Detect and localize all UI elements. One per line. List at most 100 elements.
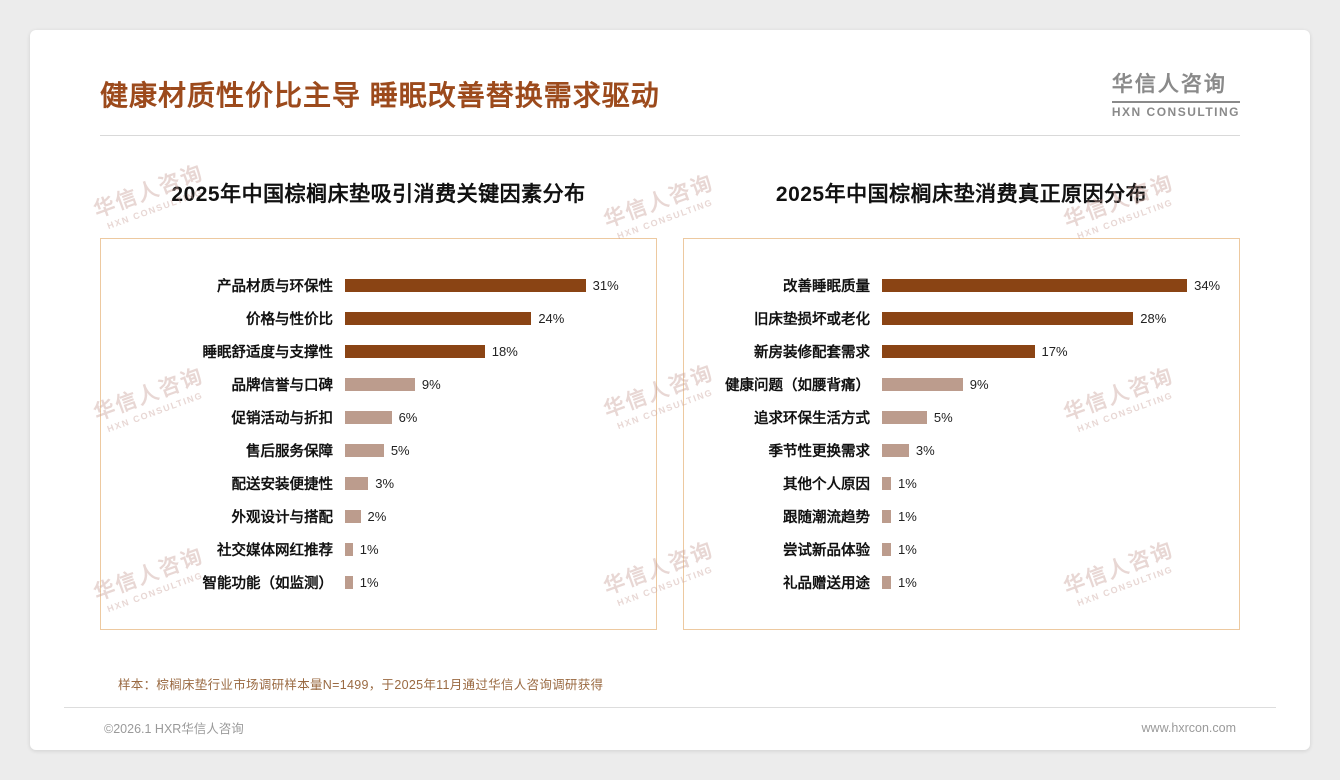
- bar-track: 6%: [345, 410, 640, 425]
- bar-value: 6%: [398, 410, 418, 425]
- page-title: 健康材质性价比主导 睡眠改善替换需求驱动: [100, 80, 660, 111]
- bar-label: 售后服务保障: [246, 444, 333, 460]
- website-link[interactable]: www.hxrcon.com: [1141, 720, 1236, 735]
- bar: [882, 510, 891, 523]
- bar-row: 健康问题（如腰背痛） 9%: [700, 368, 1223, 401]
- title-divider: [100, 135, 1240, 136]
- bar-track: 9%: [882, 377, 1223, 392]
- bar: [882, 378, 963, 391]
- bar: [345, 477, 369, 490]
- bar-label: 健康问题（如腰背痛）: [725, 378, 870, 394]
- bar-label: 新房装修配套需求: [754, 345, 870, 361]
- bar-label: 跟随潮流趋势: [783, 510, 870, 526]
- bar-list-right: 改善睡眠质量 34% 旧床垫损坏或老化 28% 新房装修配套需求 17% 健康问题（如腰背痛…: [700, 269, 1223, 599]
- bar-row: 旧床垫损坏或老化 28%: [700, 302, 1223, 335]
- bar-label: 睡眠舒适度与支撑性: [202, 345, 334, 361]
- bar: [882, 279, 1188, 292]
- bar-value: 31%: [592, 278, 619, 293]
- bar-track: 24%: [345, 311, 640, 326]
- bar-row: 新房装修配套需求 17%: [700, 335, 1223, 368]
- bar-row: 跟随潮流趋势 1%: [700, 500, 1223, 533]
- bar-label: 改善睡眠质量: [783, 279, 870, 295]
- bar-row: 其他个人原因 1%: [700, 467, 1223, 500]
- bar-label: 旧床垫损坏或老化: [754, 312, 870, 328]
- bar-label: 促销活动与折扣: [231, 411, 334, 427]
- bar-value: 1%: [359, 542, 379, 557]
- bar-track: 28%: [882, 311, 1223, 326]
- bar-value: 18%: [491, 344, 518, 359]
- copyright-text: ©2026.1 HXR华信人咨询: [104, 722, 244, 736]
- bar-row: 配送安装便捷性 3%: [117, 467, 640, 500]
- bar-label: 价格与性价比: [246, 312, 333, 328]
- chart-title-left: 2025年中国棕榈床垫吸引消费关键因素分布: [171, 183, 586, 206]
- bar-label: 尝试新品体验: [783, 543, 870, 559]
- bar-track: 9%: [345, 377, 640, 392]
- footer: ©2026.1 HXR华信人咨询 www.hxrcon.com: [100, 708, 1240, 737]
- bar-value: 3%: [915, 443, 935, 458]
- bar-value: 9%: [969, 377, 989, 392]
- bar-value: 24%: [538, 311, 565, 326]
- bar-row: 促销活动与折扣 6%: [117, 401, 640, 434]
- bar: [882, 576, 891, 589]
- bar-track: 1%: [882, 476, 1223, 491]
- bar: [345, 510, 361, 523]
- chart-title-right: 2025年中国棕榈床垫消费真正原因分布: [775, 183, 1148, 206]
- chart-section-right: 2025年中国棕榈床垫消费真正原因分布 改善睡眠质量 34% 旧床垫损坏或老化 28%…: [683, 178, 1240, 630]
- bar-value: 1%: [897, 509, 917, 524]
- bar-track: 1%: [882, 575, 1223, 590]
- logo-name: 华信人咨询: [1111, 73, 1227, 96]
- slide-card: 健康材质性价比主导 睡眠改善替换需求驱动 华信人咨询 HXN CONSULTIN…: [30, 30, 1310, 750]
- bar-value: 17%: [1041, 344, 1068, 359]
- bar-track: 17%: [882, 344, 1223, 359]
- bar-label: 其他个人原因: [783, 477, 870, 493]
- bar-row: 社交媒体网红推荐 1%: [117, 533, 640, 566]
- bar: [882, 477, 891, 490]
- bar-track: 18%: [345, 344, 640, 359]
- bar-track: 1%: [345, 575, 640, 590]
- bar-value: 2%: [367, 509, 387, 524]
- bar: [345, 411, 392, 424]
- bar: [882, 345, 1035, 358]
- bar-track: 1%: [882, 509, 1223, 524]
- company-logo: 华信人咨询 HXN CONSULTING: [1111, 68, 1240, 119]
- bar-value: 9%: [421, 377, 441, 392]
- bar-value: 3%: [375, 476, 395, 491]
- chart-section-left: 2025年中国棕榈床垫吸引消费关键因素分布 产品材质与环保性 31% 价格与性价比 2…: [100, 178, 657, 630]
- bar-row: 价格与性价比 24%: [117, 302, 640, 335]
- bar-label: 季节性更换需求: [768, 444, 871, 460]
- header: 健康材质性价比主导 睡眠改善替换需求驱动 华信人咨询 HXN CONSULTIN…: [100, 68, 1240, 119]
- logo-subtitle: HXN CONSULTING: [1111, 101, 1240, 119]
- bar-row: 睡眠舒适度与支撑性 18%: [117, 335, 640, 368]
- bar-value: 1%: [897, 476, 917, 491]
- bar-row: 售后服务保障 5%: [117, 434, 640, 467]
- bar-track: 31%: [345, 278, 640, 293]
- bar-label: 礼品赠送用途: [783, 576, 870, 592]
- bar-track: 34%: [882, 278, 1223, 293]
- footer-divider: [64, 707, 1276, 708]
- bar-label: 配送安装便捷性: [231, 477, 334, 493]
- bar: [345, 576, 353, 589]
- bar: [882, 543, 891, 556]
- bar-value: 28%: [1140, 311, 1167, 326]
- bar-label: 追求环保生活方式: [754, 411, 870, 427]
- bar-label: 产品材质与环保性: [217, 279, 333, 295]
- bar-value: 1%: [897, 575, 917, 590]
- bar-row: 外观设计与搭配 2%: [117, 500, 640, 533]
- bar: [882, 411, 927, 424]
- bar-row: 改善睡眠质量 34%: [700, 269, 1223, 302]
- bar-track: 3%: [882, 443, 1223, 458]
- bar-row: 品牌信誉与口碑 9%: [117, 368, 640, 401]
- charts-area: 2025年中国棕榈床垫吸引消费关键因素分布 产品材质与环保性 31% 价格与性价比 2…: [100, 178, 1240, 630]
- bar: [882, 312, 1134, 325]
- bar-value: 34%: [1194, 278, 1221, 293]
- bar-value: 1%: [897, 542, 917, 557]
- bar: [345, 312, 532, 325]
- bar: [345, 378, 415, 391]
- bar-value: 5%: [933, 410, 953, 425]
- bar-row: 产品材质与环保性 31%: [117, 269, 640, 302]
- bar: [345, 444, 384, 457]
- bar-track: 1%: [345, 542, 640, 557]
- bar: [882, 444, 909, 457]
- bar-row: 礼品赠送用途 1%: [700, 566, 1223, 599]
- bar-row: 尝试新品体验 1%: [700, 533, 1223, 566]
